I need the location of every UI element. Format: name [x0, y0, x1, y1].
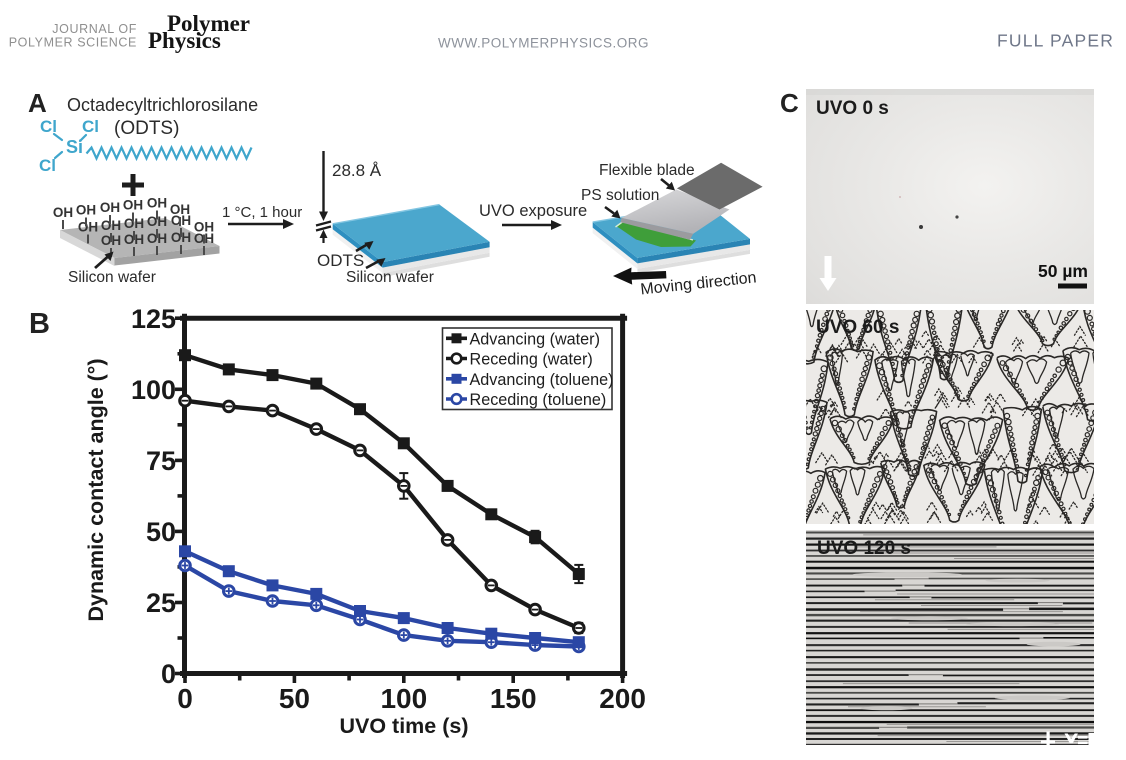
- svg-text:200: 200: [599, 683, 646, 714]
- svg-text:OH: OH: [194, 220, 214, 235]
- svg-text:Cl: Cl: [39, 156, 56, 175]
- svg-text:OH: OH: [147, 196, 167, 211]
- svg-text:50: 50: [146, 517, 176, 547]
- svg-text:28.8 Å: 28.8 Å: [332, 161, 382, 180]
- svg-text:UVO time (s): UVO time (s): [339, 714, 468, 738]
- svg-text:50 µm: 50 µm: [1038, 261, 1088, 281]
- svg-text:Si: Si: [66, 137, 83, 157]
- svg-text:FULL PAPER: FULL PAPER: [997, 31, 1114, 51]
- svg-text:UVO 120 s: UVO 120 s: [817, 538, 911, 559]
- svg-text:OH: OH: [124, 216, 144, 231]
- svg-text:OH: OH: [147, 231, 167, 246]
- svg-text:PS solution: PS solution: [581, 187, 659, 204]
- svg-text:JOURNAL OF: JOURNAL OF: [52, 22, 137, 36]
- svg-text:UVO exposure: UVO exposure: [479, 202, 587, 220]
- svg-text:125: 125: [131, 304, 176, 334]
- svg-text:0: 0: [161, 659, 176, 689]
- svg-text:WWW.POLYMERPHYSICS.ORG: WWW.POLYMERPHYSICS.ORG: [438, 36, 649, 51]
- svg-text:OH: OH: [78, 220, 98, 235]
- svg-text:100: 100: [131, 375, 176, 405]
- svg-text:0: 0: [177, 683, 193, 714]
- svg-text:A: A: [28, 88, 47, 118]
- svg-text:Cl: Cl: [40, 117, 57, 136]
- svg-text:100: 100: [380, 683, 427, 714]
- svg-text:Receding (water): Receding (water): [470, 351, 593, 369]
- svg-text:Advancing (toluene): Advancing (toluene): [470, 371, 614, 389]
- svg-text:OH: OH: [53, 205, 73, 220]
- svg-text:(ODTS): (ODTS): [114, 118, 179, 139]
- svg-text:150: 150: [490, 683, 537, 714]
- svg-text:OH: OH: [171, 230, 191, 245]
- svg-text:OH: OH: [123, 198, 143, 213]
- svg-text:Silicon wafer: Silicon wafer: [68, 269, 156, 286]
- svg-text:OH: OH: [147, 214, 167, 229]
- svg-text:25: 25: [146, 588, 176, 618]
- svg-text:ODTS: ODTS: [317, 251, 364, 270]
- svg-text:Silicon wafer: Silicon wafer: [346, 269, 434, 286]
- svg-text:1 °C, 1 hour: 1 °C, 1 hour: [222, 204, 302, 221]
- svg-text:OH: OH: [100, 200, 120, 215]
- svg-text:75: 75: [146, 446, 176, 476]
- svg-text:UVO 0 s: UVO 0 s: [816, 98, 889, 119]
- svg-text:OH: OH: [101, 218, 121, 233]
- svg-text:Cl: Cl: [82, 117, 99, 136]
- svg-text:OH: OH: [170, 202, 190, 217]
- svg-text:UVO 60 s: UVO 60 s: [816, 317, 899, 338]
- svg-text:Dynamic contact angle (°): Dynamic contact angle (°): [84, 358, 108, 621]
- svg-text:Polymer: Polymer: [167, 11, 250, 36]
- svg-text:OH: OH: [76, 203, 96, 218]
- svg-text:Advancing (water): Advancing (water): [470, 330, 600, 348]
- svg-text:B: B: [29, 308, 50, 340]
- svg-text:C: C: [780, 88, 799, 118]
- svg-text:POLYMER SCIENCE: POLYMER SCIENCE: [9, 36, 137, 50]
- svg-text:Flexible blade: Flexible blade: [599, 162, 695, 179]
- svg-text:Octadecyltrichlorosilane: Octadecyltrichlorosilane: [67, 95, 258, 115]
- svg-text:Receding (toluene): Receding (toluene): [470, 391, 607, 409]
- svg-text:Physics: Physics: [148, 28, 221, 53]
- svg-text:50: 50: [279, 683, 310, 714]
